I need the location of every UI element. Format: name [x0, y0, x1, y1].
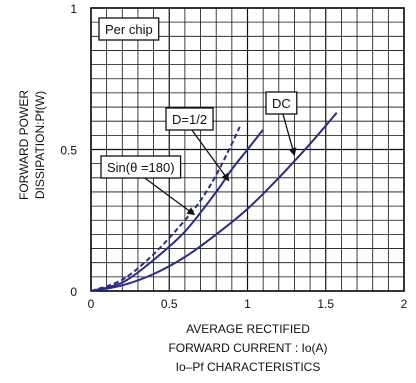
- y-tick-label: 0: [70, 285, 77, 299]
- x-tick-label: 1.5: [317, 297, 334, 311]
- y-axis-label-line2: DISSIPATION:Pf(W): [33, 91, 47, 199]
- chart-caption: Io–Pf CHARACTERISTICS: [176, 360, 321, 374]
- annotations: Per chip DC D=1/2 Sin(θ =180): [98, 17, 298, 216]
- grid: [90, 7, 405, 292]
- annotation-arrow-dc: [282, 113, 297, 157]
- x-tick-label: 0.5: [161, 297, 178, 311]
- annotation-d-1-2-box: [165, 107, 214, 131]
- per-chip-label-box: [98, 17, 160, 41]
- series-line-dc: [90, 112, 338, 292]
- annotation-arrow-d-1-2: [191, 129, 230, 182]
- y-tick-label: 1: [70, 2, 77, 16]
- x-axis-label-line1: AVERAGE RECTIFIED: [186, 322, 310, 336]
- plot-frame: [90, 7, 405, 292]
- series-lines: [90, 112, 338, 292]
- series-line-d-1-2: [90, 129, 264, 292]
- annotation-d-1-2-text: D=1/2: [172, 112, 207, 127]
- y-axis-label-line1: FORWARD POWER: [17, 90, 31, 200]
- x-tick-label: 0: [88, 297, 95, 311]
- y-tick-label: 0.5: [60, 144, 77, 158]
- annotation-sin-180-box: [100, 155, 182, 179]
- annotation-sin-180-text: Sin(θ =180): [107, 160, 175, 175]
- x-axis-label-line2: FORWARD CURRENT : Io(A): [168, 341, 327, 355]
- annotation-dc-text: DC: [272, 96, 291, 111]
- tick-labels: 0 0.5 1 1.5 2 0 0.5 1: [60, 2, 407, 311]
- x-tick-label: 1: [244, 297, 251, 311]
- x-tick-label: 2: [401, 297, 408, 311]
- annotation-dc-box: [265, 91, 298, 115]
- series-line-sin-180: [90, 126, 241, 292]
- per-chip-label-text: Per chip: [105, 22, 153, 37]
- annotation-arrow-sin-180: [144, 177, 196, 216]
